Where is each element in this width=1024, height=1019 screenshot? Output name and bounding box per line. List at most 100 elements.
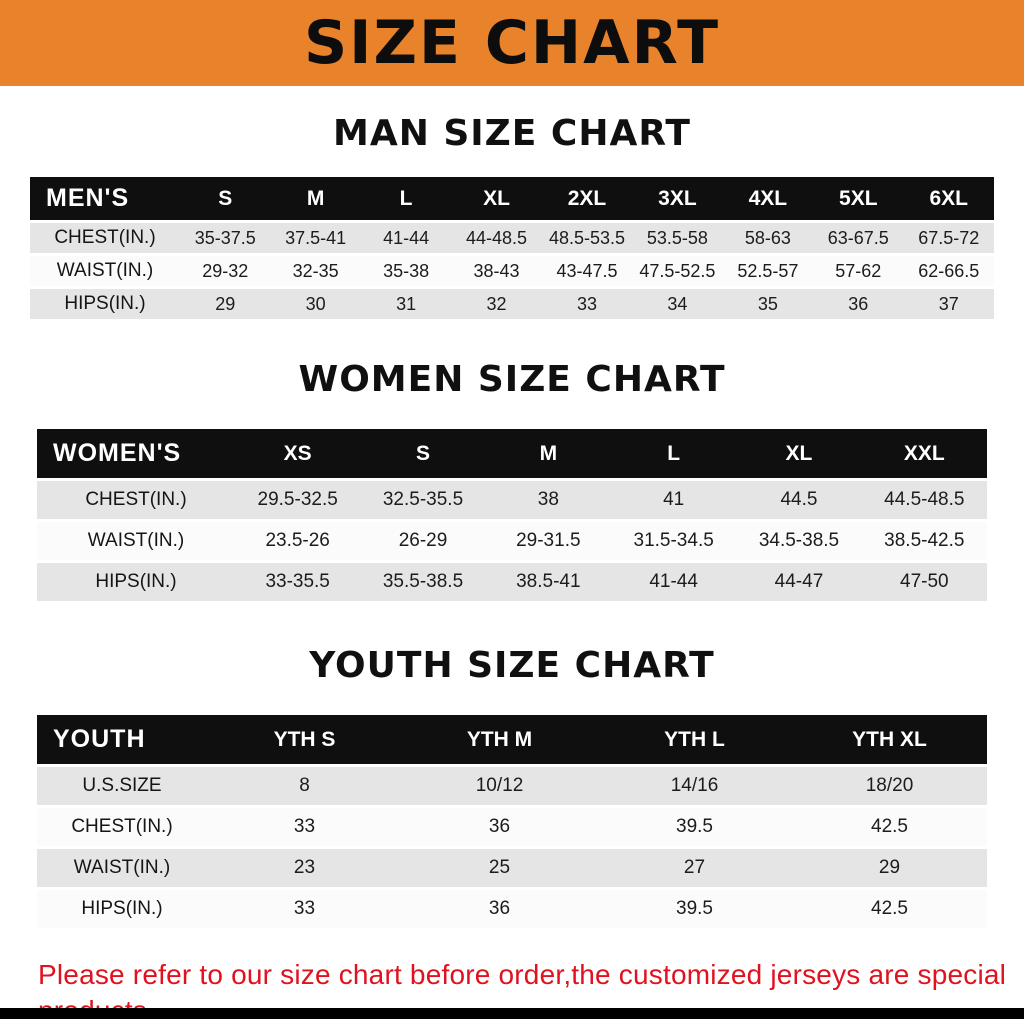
men-section: MAN SIZE CHART MEN'S S M L XL 2XL 3XL 4XL 5XL 6XL…	[0, 112, 1024, 322]
footer-note: Please refer to our size chart before or…	[38, 957, 1024, 1019]
size-value-cell: 43-47.5	[556, 260, 618, 281]
size-value-cell: 8	[299, 775, 310, 796]
size-value-cell: 38.5-41	[516, 571, 581, 592]
size-column-header: XS	[235, 429, 361, 478]
size-column-header: XXL	[861, 429, 987, 478]
row-label-cell: CHEST(IN.)	[71, 816, 173, 837]
table-row: CHEST(IN.) 33 36 39.5 42.5	[37, 808, 987, 846]
size-value-cell: 31	[396, 293, 417, 314]
size-value-cell: 34.5-38.5	[758, 530, 840, 551]
size-column-header: S	[180, 177, 271, 220]
size-value-cell: 32.5-35.5	[382, 489, 464, 510]
row-label-cell: U.S.SIZE	[82, 775, 162, 796]
size-value-cell: 35-37.5	[194, 227, 256, 248]
youth-section-heading: YOUTH SIZE CHART	[309, 645, 715, 686]
table-header-row: YOUTH YTH S YTH M YTH L YTH XL	[37, 715, 987, 764]
row-label-cell: HIPS(IN.)	[64, 293, 146, 314]
size-value-cell: 62-66.5	[918, 260, 980, 281]
size-value-cell: 33-35.5	[265, 571, 330, 592]
size-value-cell: 32-35	[292, 260, 339, 281]
size-column-header: YTH XL	[792, 715, 987, 764]
size-value-cell: 38	[537, 489, 559, 510]
size-value-cell: 33	[293, 898, 316, 919]
table-row: CHEST(IN.) 35-37.5 37.5-41 41-44 44-48.5 48.5…	[30, 223, 994, 253]
size-column-header: 5XL	[813, 177, 904, 220]
size-value-cell: 30	[305, 293, 326, 314]
size-value-cell: 48.5-53.5	[548, 227, 625, 248]
table-row: CHEST(IN.) 29.5-32.5 32.5-35.5 38 41 44.5 44.5…	[37, 481, 987, 519]
size-value-cell: 27	[683, 857, 706, 878]
women-section: WOMEN SIZE CHART WOMEN'S XS S M L XL XXL CHEST(…	[0, 358, 1024, 604]
size-value-cell: 29-31.5	[516, 530, 581, 551]
size-value-cell: 53.5-58	[646, 227, 708, 248]
size-value-cell: 58-63	[744, 227, 791, 248]
row-label-cell: HIPS(IN.)	[81, 898, 163, 919]
row-label-cell: HIPS(IN.)	[95, 571, 177, 592]
size-value-cell: 10/12	[475, 775, 524, 796]
table-row: WAIST(IN.) 29-32 32-35 35-38 38-43 43-47.5 47.…	[30, 256, 994, 286]
table-title-cell: YOUTH	[37, 715, 207, 764]
size-value-cell: 44.5-48.5	[884, 489, 965, 510]
size-column-header: 2XL	[541, 177, 633, 220]
size-column-header: L	[610, 429, 737, 478]
table-row: U.S.SIZE 8 10/12 14/16 18/20	[37, 767, 987, 805]
size-value-cell: 42.5	[871, 816, 908, 837]
size-column-header: M	[270, 177, 361, 220]
size-value-cell: 44.5	[780, 489, 818, 510]
size-value-cell: 35.5-38.5	[382, 571, 464, 592]
row-label-cell: WAIST(IN.)	[73, 857, 171, 878]
row-label-cell: WAIST(IN.)	[87, 530, 185, 551]
size-value-cell: 26-29	[398, 530, 448, 551]
table-row: HIPS(IN.) 33-35.5 35.5-38.5 38.5-41 41-44 44-…	[37, 563, 987, 601]
page-title: SIZE CHART	[303, 8, 721, 78]
size-value-cell: 36	[848, 293, 869, 314]
size-value-cell: 47.5-52.5	[639, 260, 716, 281]
size-column-header: XL	[451, 177, 542, 220]
table-row: WAIST(IN.) 23.5-26 26-29 29-31.5 31.5-34.5 34…	[37, 522, 987, 560]
size-value-cell: 29-32	[202, 260, 249, 281]
size-column-header: YTH S	[207, 715, 402, 764]
size-value-cell: 42.5	[871, 898, 908, 919]
size-column-header: S	[360, 429, 486, 478]
youth-section: YOUTH SIZE CHART YOUTH YTH S YTH M YTH L YTH…	[0, 644, 1024, 931]
size-value-cell: 25	[488, 857, 511, 878]
row-label-cell: WAIST(IN.)	[56, 260, 154, 281]
men-size-table: MEN'S S M L XL 2XL 3XL 4XL 5XL 6XL CHEST(IN.) 35-37…	[30, 174, 994, 322]
size-value-cell: 18/20	[865, 775, 914, 796]
footer-note-line1: Please refer to our size chart before or…	[38, 959, 1007, 1019]
women-size-table: WOMEN'S XS S M L XL XXL CHEST(IN.) 29.5-32.5 32.5…	[37, 426, 987, 604]
size-value-cell: 36	[488, 816, 511, 837]
size-value-cell: 29	[878, 857, 901, 878]
size-value-cell: 23.5-26	[265, 530, 330, 551]
size-column-header: 6XL	[903, 177, 994, 220]
size-column-header: L	[360, 177, 452, 220]
size-value-cell: 35	[757, 293, 778, 314]
size-value-cell: 38-43	[473, 260, 520, 281]
size-value-cell: 35-38	[383, 260, 430, 281]
size-value-cell: 37.5-41	[285, 227, 347, 248]
table-title-cell: WOMEN'S	[37, 429, 235, 478]
table-title-cell: MEN'S	[30, 177, 180, 220]
size-value-cell: 29.5-32.5	[257, 489, 338, 510]
size-value-cell: 41	[663, 489, 685, 510]
size-value-cell: 37	[938, 293, 959, 314]
table-row: HIPS(IN.) 33 36 39.5 42.5	[37, 890, 987, 928]
size-value-cell: 52.5-57	[737, 260, 799, 281]
size-value-cell: 38.5-42.5	[884, 530, 965, 551]
size-value-cell: 33	[576, 293, 597, 314]
size-value-cell: 63-67.5	[827, 227, 889, 248]
row-label-cell: CHEST(IN.)	[54, 227, 156, 248]
size-value-cell: 41-44	[649, 571, 698, 592]
youth-size-table: YOUTH YTH S YTH M YTH L YTH XL U.S.SIZE 8 10/12…	[37, 712, 987, 931]
size-column-header: YTH M	[402, 715, 597, 764]
table-header-row: WOMEN'S XS S M L XL XXL	[37, 429, 987, 478]
size-column-header: 4XL	[722, 177, 814, 220]
size-column-header: 3XL	[632, 177, 723, 220]
size-value-cell: 34	[667, 293, 688, 314]
size-column-header: XL	[736, 429, 862, 478]
table-row: HIPS(IN.) 29 30 31 32 33 34 35 36 37	[30, 289, 994, 319]
size-value-cell: 32	[486, 293, 507, 314]
banner: SIZE CHART	[0, 0, 1024, 86]
size-column-header: M	[485, 429, 611, 478]
